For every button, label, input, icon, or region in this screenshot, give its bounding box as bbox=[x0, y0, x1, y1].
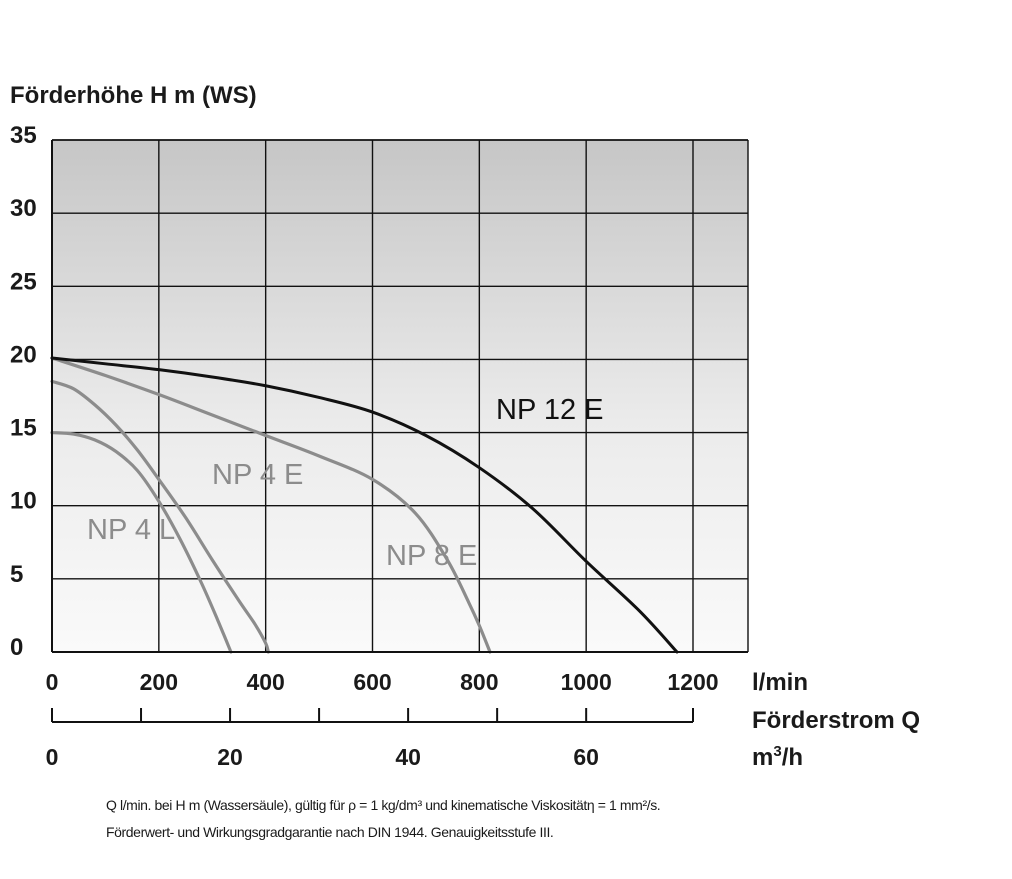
grid bbox=[52, 139, 748, 652]
x-secondary-tick-label: 20 bbox=[217, 744, 243, 770]
footnote-line-2: Förderwert- und Wirkungsgradgarantie nac… bbox=[106, 824, 554, 840]
x-tick-label: 800 bbox=[460, 669, 498, 695]
footnote-line-1: Q l/min. bei H m (Wassersäule), gültig f… bbox=[106, 797, 661, 813]
series-curve-np-12-e bbox=[50, 356, 679, 654]
series-curves bbox=[50, 356, 679, 654]
y-axis-title: Förderhöhe H m (WS) bbox=[10, 82, 257, 109]
x-tick-label: 600 bbox=[353, 669, 391, 695]
y-tick-label: 25 bbox=[10, 268, 37, 295]
series-label-np-4-l: NP 4 L bbox=[87, 514, 175, 546]
y-tick-label: 20 bbox=[10, 341, 37, 368]
x-tick-label: 0 bbox=[46, 669, 59, 695]
series-label-np-12-e: NP 12 E bbox=[496, 394, 603, 426]
x-tick-label: 200 bbox=[140, 669, 178, 695]
series-curve-np-8-e bbox=[50, 356, 492, 654]
y-tick-label: 30 bbox=[10, 195, 37, 222]
y-tick-label: 10 bbox=[10, 488, 37, 515]
x-secondary-tick-label: 0 bbox=[46, 744, 59, 770]
y-tick-label: 5 bbox=[10, 561, 23, 588]
x-axis-title: Förderstrom Q bbox=[752, 707, 920, 734]
x-tick-label: 400 bbox=[246, 669, 284, 695]
x-tick-label: 1200 bbox=[667, 669, 718, 695]
y-tick-label: 15 bbox=[10, 415, 37, 442]
series-label-np-4-e: NP 4 E bbox=[212, 459, 303, 491]
x-secondary-tick-label: 40 bbox=[395, 744, 421, 770]
tick-labels: NP 4 L NP 4 E NP 8 E NP 12 E Förderhöhe H m … bbox=[10, 82, 920, 771]
plot-area bbox=[52, 140, 748, 652]
y-tick-label: 0 bbox=[10, 634, 23, 661]
x-secondary-tick-label: 60 bbox=[573, 744, 599, 770]
series-label-np-8-e: NP 8 E bbox=[386, 540, 477, 572]
series-curve-np-4-l bbox=[50, 430, 233, 654]
series-curve-np-4-e bbox=[50, 379, 270, 654]
x-tick-label: 1000 bbox=[561, 669, 612, 695]
x-secondary-unit: m3/h bbox=[752, 743, 803, 771]
axes bbox=[51, 139, 749, 723]
x-axis-unit: l/min bbox=[752, 669, 808, 696]
y-tick-label: 35 bbox=[10, 122, 37, 149]
